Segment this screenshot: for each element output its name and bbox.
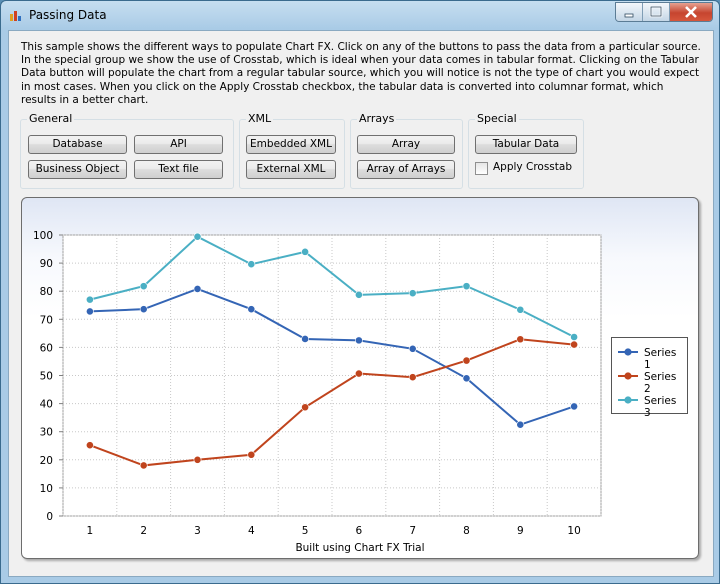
series-2-point[interactable] (301, 403, 309, 412)
series-3-point[interactable] (354, 290, 363, 299)
x-tick-label: 10 (567, 525, 580, 537)
window-title: Passing Data (29, 8, 107, 22)
series-3-point[interactable] (193, 232, 202, 241)
series-3-point[interactable] (301, 247, 309, 256)
close-icon (685, 6, 697, 18)
business-object-button[interactable]: Business Object (28, 160, 127, 179)
legend-swatch (618, 348, 638, 356)
x-tick-label: 5 (302, 525, 309, 537)
special-group-label: Special (475, 112, 519, 125)
series-line-2[interactable] (89, 338, 575, 467)
series-1-point[interactable] (193, 285, 202, 293)
series-2-point[interactable] (139, 461, 148, 470)
series-2-point[interactable] (86, 441, 94, 450)
apply-crosstab-label[interactable]: Apply Crosstab (493, 161, 572, 173)
general-group-label: General (27, 112, 75, 125)
legend-item-series-2[interactable]: Series 2 (618, 370, 686, 395)
legend-item-series-1[interactable]: Series 1 (618, 346, 686, 371)
series-3-point[interactable] (408, 289, 417, 298)
series-3-point[interactable] (247, 260, 256, 269)
series-2-point[interactable] (247, 450, 256, 459)
series-2-point[interactable] (462, 356, 471, 365)
legend-label: Series 3 (644, 395, 677, 419)
x-tick-label: 3 (194, 525, 201, 537)
description-text: This sample shows the different ways to … (21, 41, 701, 106)
chart-panel[interactable]: 0 10 20 30 40 50 60 70 80 90 100 1 2 3 4 5 6 7 8 9 10 Series… (21, 197, 699, 559)
y-tick-label: 20 (40, 455, 53, 467)
y-tick-label: 10 (40, 483, 53, 495)
special-group: Special Tabular Data Apply Crosstab (468, 112, 584, 189)
database-button[interactable]: Database (28, 135, 127, 154)
x-tick-label: 7 (409, 525, 416, 537)
series-3-point[interactable] (516, 305, 525, 314)
minimize-button[interactable] (616, 3, 643, 21)
external-xml-button[interactable]: External XML (246, 160, 336, 179)
legend-label: Series 2 (644, 371, 677, 395)
series-1-point[interactable] (86, 307, 94, 316)
series-1-point[interactable] (408, 344, 417, 353)
series-1-point[interactable] (570, 402, 578, 411)
y-tick-label: 0 (46, 511, 53, 523)
legend-item-series-3[interactable]: Series 3 (618, 394, 686, 419)
series-3-point[interactable] (139, 282, 148, 291)
y-tick-label: 50 (40, 371, 53, 383)
series-1-point[interactable] (516, 420, 525, 429)
x-tick-label: 1 (87, 525, 94, 537)
api-button[interactable]: API (134, 135, 223, 154)
legend-swatch (618, 372, 638, 380)
xml-group: XML Embedded XML External XML (239, 112, 345, 189)
chart-footer: Built using Chart FX Trial (295, 542, 425, 554)
x-tick-label: 8 (463, 525, 470, 537)
maximize-icon (649, 5, 663, 18)
array-of-arrays-button[interactable]: Array of Arrays (357, 160, 455, 179)
tabular-data-button[interactable]: Tabular Data (475, 135, 577, 154)
series-2-point[interactable] (570, 340, 578, 349)
maximize-button[interactable] (643, 3, 670, 21)
y-tick-label: 60 (40, 342, 53, 354)
series-1-point[interactable] (462, 374, 471, 383)
general-group: General Database API Business Object Tex… (20, 112, 234, 189)
series-line-1[interactable] (89, 287, 575, 426)
text-file-button[interactable]: Text file (134, 160, 223, 179)
series-1-point[interactable] (247, 305, 256, 314)
close-button[interactable] (670, 3, 712, 21)
series-line-3[interactable] (89, 235, 575, 338)
series-1-point[interactable] (139, 305, 148, 314)
series-1-point[interactable] (354, 336, 363, 345)
minimize-icon (624, 13, 634, 18)
array-button[interactable]: Array (357, 135, 455, 154)
series-3-point[interactable] (462, 282, 471, 291)
series-2-point[interactable] (193, 455, 202, 464)
line-chart: 0 10 20 30 40 50 60 70 80 90 100 1 2 3 4 5 6 7 8 9 10 (33, 230, 602, 537)
window-controls (615, 2, 713, 22)
y-tick-label: 100 (33, 230, 53, 242)
x-tick-label: 2 (140, 525, 147, 537)
arrays-group: Arrays Array Array of Arrays (350, 112, 463, 189)
x-tick-label: 9 (517, 525, 524, 537)
y-tick-label: 90 (40, 258, 53, 270)
arrays-group-label: Arrays (357, 112, 397, 125)
client-area: This sample shows the different ways to … (8, 30, 714, 577)
series-2-point[interactable] (354, 369, 363, 378)
apply-crosstab-checkbox[interactable] (475, 162, 488, 175)
y-tick-label: 30 (40, 427, 53, 439)
chart-app-icon (10, 11, 21, 21)
chart-legend[interactable]: Series 1 Series 2 Series 3 (611, 337, 688, 419)
legend-swatch (618, 396, 638, 404)
series-3-point[interactable] (86, 295, 94, 304)
xml-group-label: XML (246, 112, 274, 125)
x-tick-label: 4 (248, 525, 255, 537)
title-bar[interactable]: Passing Data (1, 1, 719, 29)
legend-label: Series 1 (644, 347, 677, 371)
series-2-point[interactable] (408, 373, 417, 382)
embedded-xml-button[interactable]: Embedded XML (246, 135, 336, 154)
series-2-point[interactable] (516, 335, 525, 344)
series-3-point[interactable] (570, 333, 578, 341)
y-tick-label: 80 (40, 286, 53, 298)
y-tick-label: 40 (40, 399, 53, 411)
y-tick-label: 70 (40, 314, 53, 326)
x-tick-label: 6 (356, 525, 363, 537)
series-1-point[interactable] (301, 335, 309, 343)
